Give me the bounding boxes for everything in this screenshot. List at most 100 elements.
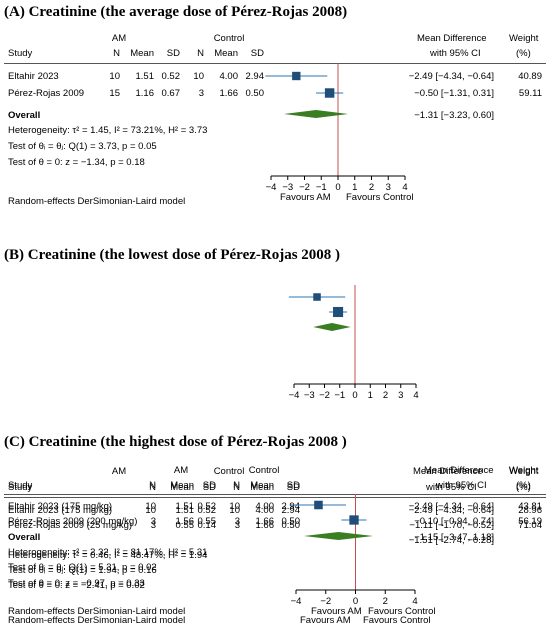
weight-header-1: Weight bbox=[509, 466, 539, 477]
overall-ci-text: −1.51 [−2.74, −0.28] bbox=[408, 535, 494, 546]
mean2-value: 4.00 bbox=[219, 71, 239, 82]
weight-header-1: Weight bbox=[509, 33, 539, 44]
forest-plot-area: −4 −3 −2 −1 0 1 2 3 4 bbox=[265, 63, 408, 193]
x-tick-label: −3 bbox=[282, 182, 293, 193]
x-tick-label: −2 bbox=[319, 390, 330, 401]
sd1-value: 0.52 bbox=[161, 71, 181, 82]
n1-header: N bbox=[113, 48, 120, 59]
x-tick-label: 4 bbox=[413, 390, 418, 401]
x-tick-label: −4 bbox=[266, 182, 277, 193]
overall-ci-text: −1.31 [−3.23, 0.60] bbox=[414, 110, 494, 121]
mean2-value: 1.66 bbox=[255, 520, 275, 531]
forest-panel-b: (B) Creatinine (the lowest dose of Pérez… bbox=[0, 212, 550, 626]
sd2-header: SD bbox=[250, 48, 264, 59]
weight-header-2: (%) bbox=[516, 48, 531, 59]
x-tick-label: −1 bbox=[316, 182, 327, 193]
model-note: Random-effects DerSimonian-Laird model bbox=[8, 196, 186, 207]
n2-value: 3 bbox=[234, 520, 240, 531]
n2-value: 10 bbox=[193, 71, 204, 82]
x-tick-label: 4 bbox=[402, 182, 407, 193]
x-tick-label: 2 bbox=[383, 390, 388, 401]
heterogeneity-stat: Heterogeneity: τ² = 0.46, I² = 48.47%, H… bbox=[8, 550, 208, 561]
weight-text: 40.89 bbox=[518, 71, 542, 82]
x-tick-label: 0 bbox=[335, 182, 340, 193]
mean1-header: Mean bbox=[130, 48, 154, 59]
study-weight-square bbox=[333, 306, 344, 318]
study-weight-square bbox=[313, 293, 321, 301]
ci-text: −2.49 [−4.34, −0.64] bbox=[408, 71, 494, 82]
x-tick-label: 1 bbox=[352, 182, 357, 193]
x-tick-label: −2 bbox=[299, 182, 310, 193]
mean1-header: Mean bbox=[170, 482, 194, 493]
overall-effect-test: Test of θ = 0: z = −2.41, p = 0.02 bbox=[8, 580, 145, 591]
study-weight-square bbox=[292, 71, 301, 81]
header-rule bbox=[4, 497, 546, 498]
weight-text: 28.96 bbox=[518, 505, 542, 516]
homogeneity-test: Test of θᵢ = θⱼ: Q(1) = 1.94, p = 0.16 bbox=[8, 565, 157, 576]
x-tick-label: −3 bbox=[304, 390, 315, 401]
mean2-value: 4.00 bbox=[255, 505, 275, 516]
mean2-header: Mean bbox=[214, 48, 238, 59]
group1-header: AM bbox=[111, 33, 127, 44]
favours-right: Favours Control bbox=[346, 192, 414, 203]
favours-right: Favours Control bbox=[363, 615, 431, 626]
study-weight-square bbox=[324, 88, 335, 98]
n1-value: 3 bbox=[150, 520, 156, 531]
x-tick-label: 2 bbox=[369, 182, 374, 193]
sd1-header: SD bbox=[166, 48, 180, 59]
effect-header-1: Mean Difference bbox=[417, 33, 487, 44]
ci-text: −1.11 [−1.70, −0.52] bbox=[409, 520, 494, 531]
x-tick-label: −1 bbox=[334, 390, 345, 401]
sd1-value: 0.67 bbox=[161, 88, 181, 99]
mean1-value: 1.16 bbox=[135, 88, 155, 99]
mean1-value: 0.55 bbox=[175, 520, 195, 531]
mean2-header: Mean bbox=[250, 482, 274, 493]
effect-header-2: with 95% CI bbox=[426, 482, 477, 493]
study-header: Study bbox=[8, 48, 33, 59]
sd2-value: 2.94 bbox=[281, 505, 301, 516]
sd1-value: 0.52 bbox=[197, 505, 217, 516]
sd1-value: 0.14 bbox=[197, 520, 217, 531]
n1-header: N bbox=[149, 482, 156, 493]
weight-header-2: (%) bbox=[516, 482, 531, 493]
n1-value: 10 bbox=[145, 505, 156, 516]
study-label: Pérez-Rojas 2009 (25 mg/kg) bbox=[8, 520, 133, 531]
group2-header: Control bbox=[213, 33, 245, 44]
mean1-value: 1.51 bbox=[175, 505, 195, 516]
n2-header: N bbox=[197, 48, 204, 59]
mean1-value: 1.51 bbox=[135, 71, 155, 82]
group1-header: AM bbox=[111, 466, 127, 477]
n2-header: N bbox=[233, 482, 240, 493]
study-label: Eltahir 2023 bbox=[8, 71, 59, 82]
overall-label: Overall bbox=[8, 110, 41, 121]
sd2-header: SD bbox=[286, 482, 300, 493]
n1-value: 15 bbox=[109, 88, 120, 99]
effect-header-2: with 95% CI bbox=[430, 48, 481, 59]
sd2-value: 0.50 bbox=[245, 88, 265, 99]
overall-diamond bbox=[313, 323, 351, 331]
panel-title: (B) Creatinine (the lowest dose of Pérez… bbox=[4, 247, 341, 263]
favours-left: Favours AM bbox=[300, 615, 351, 626]
mean2-value: 1.66 bbox=[219, 88, 239, 99]
study-label: Eltahir 2023 (175 mg/kg) bbox=[8, 505, 113, 516]
ci-text: −0.50 [−1.31, 0.31] bbox=[414, 88, 494, 99]
overall-effect-test: Test of θ = 0: z = −1.34, p = 0.18 bbox=[8, 157, 145, 168]
forest-panel-a: (A) Creatinine (the average dose of Pére… bbox=[0, 0, 550, 210]
panel-title: (A) Creatinine (the average dose of Pére… bbox=[4, 4, 348, 20]
overall-diamond bbox=[283, 110, 349, 118]
favours-left: Favours AM bbox=[280, 192, 331, 203]
n1-value: 10 bbox=[109, 71, 120, 82]
x-tick-label: 0 bbox=[352, 390, 357, 401]
weight-text: 59.11 bbox=[518, 88, 542, 99]
model-note: Random-effects DerSimonian-Laird model bbox=[8, 615, 186, 626]
sd1-header: SD bbox=[202, 482, 216, 493]
effect-header-1: Mean Difference bbox=[413, 466, 483, 477]
n2-value: 10 bbox=[229, 505, 240, 516]
weight-text: 71.04 bbox=[518, 520, 542, 531]
sd2-value: 0.50 bbox=[281, 520, 301, 531]
x-tick-label: −4 bbox=[289, 390, 300, 401]
x-tick-label: 1 bbox=[368, 390, 373, 401]
heterogeneity-stat: Heterogeneity: τ² = 1.45, I² = 73.21%, H… bbox=[8, 125, 208, 136]
study-header: Study bbox=[8, 482, 33, 493]
